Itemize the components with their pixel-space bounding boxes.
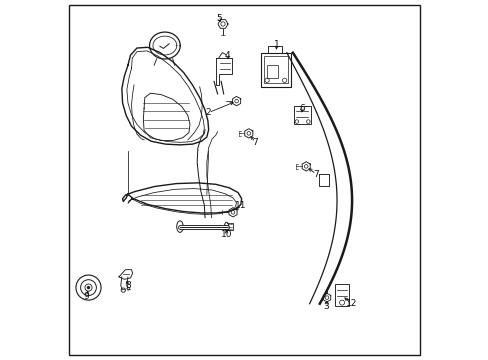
Text: 7: 7 <box>252 138 258 147</box>
Bar <box>264 56 287 83</box>
Text: 5: 5 <box>215 14 221 23</box>
Text: 7: 7 <box>313 170 319 179</box>
Text: 4: 4 <box>224 51 230 60</box>
Text: 10: 10 <box>221 230 232 239</box>
Bar <box>293 106 310 125</box>
Text: 2: 2 <box>205 108 211 117</box>
Text: 1: 1 <box>273 40 279 49</box>
Bar <box>334 284 348 306</box>
Text: 11: 11 <box>235 201 246 210</box>
Text: 8: 8 <box>125 281 131 290</box>
Text: 3: 3 <box>323 302 328 311</box>
Text: 9: 9 <box>83 292 89 301</box>
Circle shape <box>87 286 90 289</box>
Bar <box>266 65 277 78</box>
Bar <box>260 53 290 87</box>
Text: 12: 12 <box>345 299 356 308</box>
Text: 6: 6 <box>298 104 304 113</box>
